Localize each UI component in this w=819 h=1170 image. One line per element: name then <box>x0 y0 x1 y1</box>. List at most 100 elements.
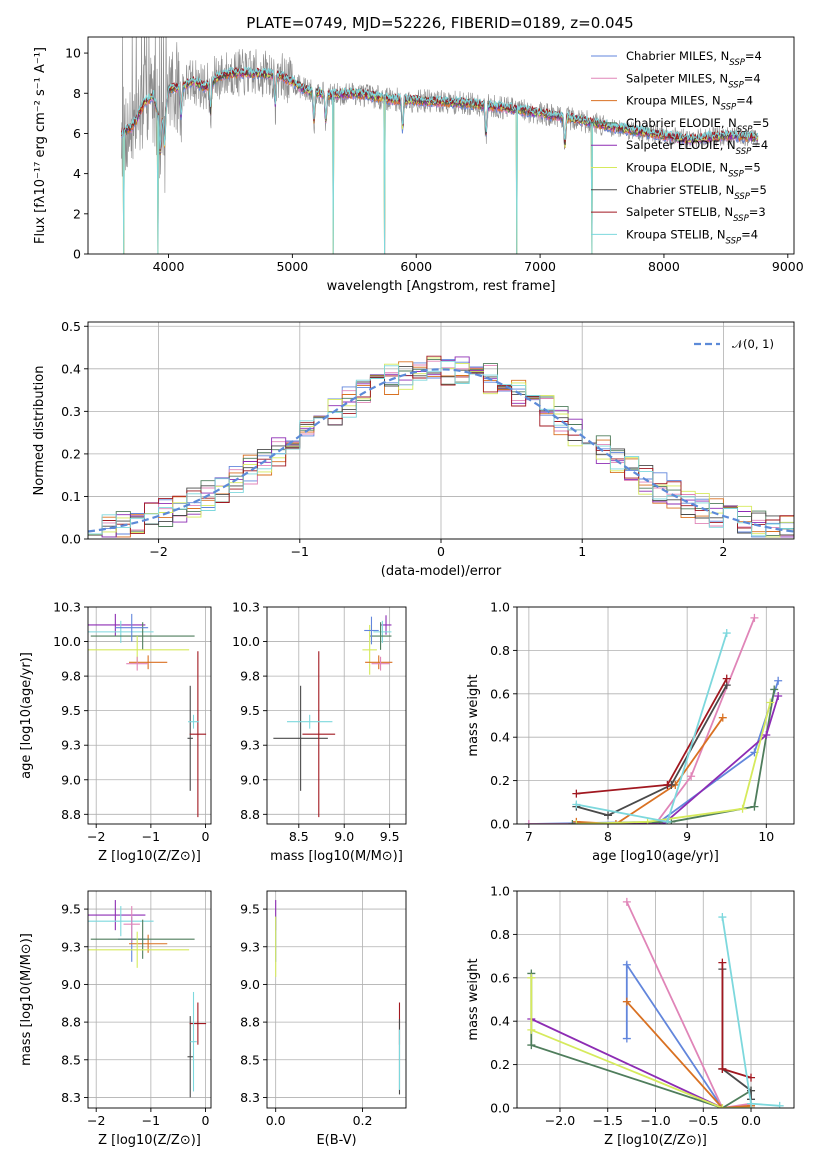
plot-area-age_vs_mass <box>273 615 393 818</box>
legend-nssp: =4 <box>744 71 761 85</box>
y-tick-label: 0.4 <box>61 361 81 376</box>
legend-series-name: Chabrier ELODIE, N <box>626 116 737 130</box>
x-tick-label: 0.2 <box>353 1113 373 1128</box>
weight-marker <box>770 685 779 694</box>
weight-marker <box>718 1064 727 1073</box>
plot-area-mass_vs_ebv <box>275 900 401 1095</box>
y-tick-label: 0.8 <box>490 643 510 658</box>
plot-layer: 4000 5000 6000 7000 8000 90000246810wavelengt… <box>19 36 804 1148</box>
y-tick-label: 9.5 <box>240 902 260 917</box>
legend-label: Chabrier MILES, NSSP=4 <box>626 49 762 68</box>
legend-nssp: =5 <box>744 161 761 175</box>
x-tick-label: 0 <box>202 829 210 844</box>
y-tick-label: 0 <box>73 247 81 262</box>
axes-age_vs_mass: 8.5 9.0 9.5 8.8 9.0 9.3 9.5 9.8 10.0 10.3 mass [lo… <box>232 600 407 864</box>
x-axis-label: wavelength [Angstrom, rest frame] <box>327 279 556 294</box>
x-tick-label: 2 <box>719 544 727 559</box>
y-tick-label: 8.8 <box>61 807 81 822</box>
x-tick-label: 9.0 <box>334 829 354 844</box>
plot-area-mass_vs_Z <box>88 900 207 1098</box>
weight-marker <box>738 804 747 813</box>
y-tick-label: 9.0 <box>61 772 81 787</box>
legend-label: Kroupa ELODIE, NSSP=5 <box>626 161 761 180</box>
y-axis-label: mass weight <box>466 674 481 756</box>
weight-marker <box>718 1104 727 1108</box>
error-point <box>126 656 149 671</box>
y-tick-label: 0.8 <box>490 927 510 942</box>
legend-nssp: =5 <box>752 116 769 130</box>
weight-marker <box>718 713 727 722</box>
legend-series-name: Chabrier MILES, N <box>626 49 729 63</box>
x-tick-label: 9000 <box>772 259 804 274</box>
legend-series-name: Salpeter ELODIE, N <box>626 138 736 152</box>
legend-nssp: =4 <box>736 94 753 108</box>
y-tick-label: 0.1 <box>61 489 81 504</box>
x-tick-label: 1 <box>578 544 586 559</box>
error-point <box>88 906 154 937</box>
error-point <box>187 1016 193 1098</box>
legend-label: 𝒩(0, 1) <box>732 337 774 351</box>
weight-marker <box>775 1101 784 1108</box>
weight-line <box>576 684 728 817</box>
legend-label: Chabrier STELIB, NSSP=5 <box>626 183 767 202</box>
error-point <box>187 685 193 791</box>
legend-nssp: =4 <box>741 227 758 241</box>
x-tick-label: 0 <box>437 544 445 559</box>
y-axis-label: mass weight <box>466 958 481 1040</box>
y-tick-label: 9.3 <box>240 939 260 954</box>
y-tick-label: 10.3 <box>53 600 81 615</box>
y-tick-label: 9.5 <box>61 703 81 718</box>
x-tick-label: −2 <box>87 1113 105 1128</box>
weight-marker <box>718 913 727 922</box>
y-tick-label: 9.5 <box>240 703 260 718</box>
weight-marker <box>718 958 727 967</box>
y-tick-label: 0.2 <box>490 773 510 788</box>
weight-marker <box>622 960 631 969</box>
x-tick-label: −1.5 <box>593 1113 623 1128</box>
y-tick-label: 0.5 <box>61 319 81 334</box>
weight-line <box>576 695 780 824</box>
legend-series-name: Kroupa STELIB, N <box>626 227 726 241</box>
weight-marker <box>747 1073 756 1082</box>
x-tick-label: −1.0 <box>640 1113 670 1128</box>
y-tick-label: 0.6 <box>490 686 510 701</box>
axes-weight_vs_Z: −2.0 −1.5 −1.0 −0.5 0.0 0.0 0.2 0.4 0.6 0.8 1.0 Z [… <box>466 884 795 1148</box>
weight-line <box>576 702 772 824</box>
weight-line <box>528 680 780 824</box>
x-tick-label: −1 <box>291 544 309 559</box>
y-tick-label: 10 <box>65 46 81 61</box>
x-tick-label: 7000 <box>524 259 556 274</box>
error-point <box>115 613 149 642</box>
plot-area-weight_vs_Z <box>527 897 784 1108</box>
x-tick-label: 9.5 <box>380 829 400 844</box>
weight-marker <box>750 802 759 811</box>
legend-label: Chabrier ELODIE, NSSP=5 <box>626 116 769 135</box>
legend-subscript: SSP <box>729 58 745 68</box>
weight-line <box>576 678 728 795</box>
figure-title: PLATE=0749, MJD=52226, FIBERID=0189, z=0… <box>246 14 633 32</box>
legend-label: Salpeter STELIB, NSSP=3 <box>626 205 766 224</box>
legend-label: Kroupa STELIB, NSSP=4 <box>626 227 758 246</box>
weight-line <box>530 973 752 1108</box>
y-tick-label: 9.3 <box>61 939 81 954</box>
error-point <box>302 651 336 818</box>
observed-spectrum <box>121 37 759 254</box>
error-point <box>189 651 207 818</box>
error-point <box>88 900 146 931</box>
y-axis-label: age [log10(age/yr)] <box>19 652 34 779</box>
y-tick-label: 2 <box>73 206 81 221</box>
weight-marker <box>643 817 652 824</box>
y-tick-label: 8.8 <box>240 1015 260 1030</box>
axes-frame <box>266 606 407 825</box>
y-tick-label: 0.4 <box>490 730 510 745</box>
error-point <box>286 714 333 729</box>
legend-label: Salpeter MILES, NSSP=4 <box>626 71 761 90</box>
x-axis-label: (data-model)/error <box>381 564 502 579</box>
x-tick-label: 8.5 <box>289 829 309 844</box>
weight-marker <box>611 820 620 824</box>
axes-mass_vs_Z: −2 −1 0 8.3 8.5 8.8 9.0 9.3 9.5 Z [log10(Z/Z⊙)] ma… <box>19 890 212 1148</box>
y-tick-label: 9.3 <box>61 738 81 753</box>
legend-subscript: SSP <box>734 192 750 202</box>
y-tick-label: 8.8 <box>61 1015 81 1030</box>
